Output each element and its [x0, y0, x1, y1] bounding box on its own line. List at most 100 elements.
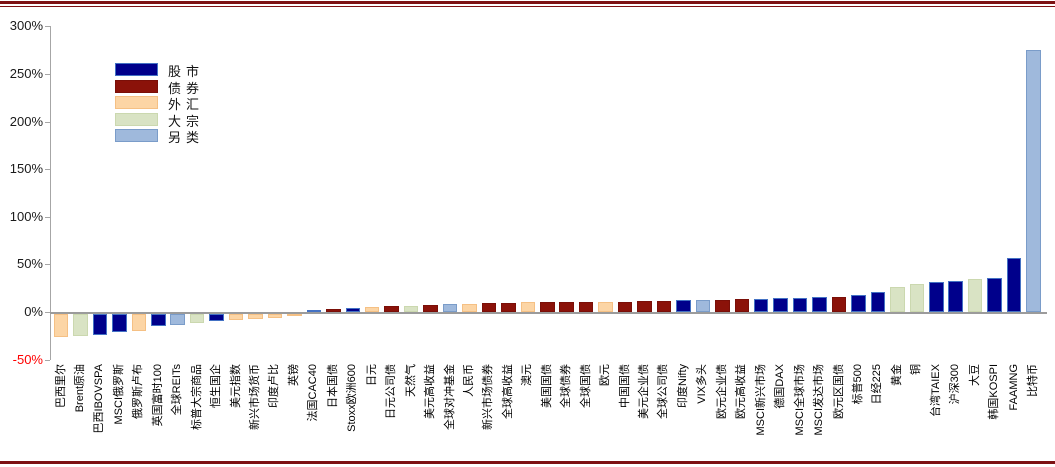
- legend-label: 股市: [168, 64, 205, 79]
- x-axis-label: MSCI全球市场: [793, 364, 806, 436]
- bar-equity: [812, 297, 827, 312]
- x-axis-label: 欧元: [599, 364, 612, 386]
- x-axis-label: 德国DAX: [774, 364, 787, 409]
- y-tick-label: 150%: [9, 161, 43, 177]
- bar-alternative: [695, 300, 711, 312]
- x-axis-label: 全球REITs: [171, 364, 184, 416]
- bar-fx: [287, 314, 302, 316]
- legend-swatch-bond: [115, 79, 158, 93]
- bar-fx: [462, 304, 477, 312]
- legend-item-fx: 外汇: [115, 96, 255, 113]
- x-axis-label: 全球公司债: [657, 364, 670, 419]
- x-axis-label: 美元高收益: [424, 364, 437, 419]
- x-axis-label: 全球债券: [560, 364, 573, 408]
- x-axis-label: FAAMNG: [1007, 364, 1020, 411]
- x-axis-label: 印度Nifty: [676, 364, 689, 408]
- y-tick-label: 50%: [16, 256, 43, 272]
- bar-fx: [131, 314, 147, 331]
- y-tick-label: 0%: [24, 304, 43, 319]
- bar-fx: [267, 314, 283, 318]
- bar-bond: [384, 306, 399, 312]
- bar-bond: [540, 302, 555, 312]
- x-axis-label: 印度卢比: [268, 364, 281, 408]
- x-axis-label: 巴西里尔: [54, 364, 67, 408]
- bar-bond: [656, 301, 672, 312]
- bar-commodity: [403, 306, 419, 312]
- x-axis-label: 人民币: [462, 364, 475, 397]
- legend-swatch-equity: [115, 63, 158, 76]
- x-axis-label: 英国富时100: [151, 364, 164, 427]
- bar-equity: [151, 314, 166, 326]
- x-axis-label: 日经225: [871, 364, 884, 405]
- y-tick-mark: [45, 264, 50, 266]
- bar-fx: [53, 314, 69, 337]
- x-axis-label: 沪深300: [949, 364, 962, 405]
- top-border-line: [0, 1, 1055, 4]
- x-axis-label: Stoxx欧洲600: [346, 364, 359, 432]
- bar-fx: [364, 307, 380, 312]
- y-tick-label: 200%: [9, 113, 43, 129]
- bar-alternative: [170, 314, 185, 325]
- bar-commodity: [909, 284, 925, 312]
- x-axis-label: 英镑: [287, 364, 300, 386]
- y-tick-mark: [45, 26, 50, 28]
- x-axis-label: 欧元企业债: [715, 364, 728, 419]
- y-tick-label: -50%: [12, 351, 43, 367]
- y-tick-mark: [45, 359, 50, 361]
- bar-bond: [559, 302, 574, 312]
- x-axis-label: MSCI俄罗斯: [112, 364, 125, 425]
- x-axis-label: 日元: [365, 364, 378, 386]
- x-axis-label: 标普500: [851, 364, 864, 405]
- legend-item-commodity: 大宗: [115, 112, 255, 130]
- x-axis-label: 美国国债: [540, 364, 553, 408]
- bar-bond: [578, 302, 594, 312]
- bar-equity: [209, 314, 224, 321]
- x-axis-label: 比特币: [1027, 364, 1039, 397]
- bar-bond: [637, 301, 652, 312]
- x-axis-label: 新兴市场债券: [482, 364, 495, 430]
- x-axis-label: 俄罗斯卢布: [132, 364, 145, 419]
- x-axis-label: 全球国债: [579, 364, 592, 408]
- bar-equity: [1006, 258, 1022, 312]
- bar-commodity: [967, 279, 983, 312]
- x-axis-label: 美元企业债: [638, 364, 650, 419]
- x-axis-label: MSCI发达市场: [813, 364, 826, 436]
- y-tick-mark: [45, 312, 50, 313]
- x-axis-label: 大豆: [968, 364, 981, 386]
- legend-item-alternative: 另类: [115, 129, 255, 146]
- bar-bond: [831, 297, 847, 312]
- bar-equity: [929, 282, 944, 312]
- bar-equity: [345, 308, 360, 312]
- bar-equity: [112, 314, 127, 332]
- bar-commodity: [890, 287, 905, 312]
- bar-fx: [248, 314, 263, 319]
- x-axis-label: 澳元: [521, 364, 534, 386]
- x-axis-label: 标普大宗商品: [190, 364, 203, 430]
- legend-label: 另类: [168, 130, 205, 145]
- x-axis-label: 中国国债: [618, 364, 631, 408]
- x-axis-label: 全球对冲基金: [443, 364, 456, 430]
- x-axis-label: Brent原油: [73, 364, 86, 413]
- x-axis-label: 新兴市场货币: [249, 364, 261, 430]
- y-tick-label: 250%: [9, 66, 43, 81]
- x-axis-label: 天然气: [404, 364, 417, 397]
- x-axis-label: MSCI新兴市场: [754, 364, 767, 436]
- bar-bond: [617, 302, 633, 312]
- x-axis-label: 日元公司债: [385, 364, 398, 419]
- x-axis-label: 法国CAC40: [307, 364, 320, 422]
- y-tick-mark: [45, 121, 50, 123]
- bar-alternative: [1026, 50, 1041, 312]
- y-tick-label: 100%: [9, 208, 43, 224]
- bar-alternative: [442, 304, 458, 312]
- y-tick-mark: [45, 74, 50, 75]
- bar-bond: [734, 299, 749, 312]
- bar-equity: [948, 281, 963, 312]
- x-axis-label: 美元指数: [229, 364, 242, 408]
- x-axis-label: 日本国债: [326, 364, 339, 408]
- x-axis-label: 恒生国企: [210, 364, 223, 408]
- bar-commodity: [73, 314, 88, 336]
- bar-fx: [598, 302, 613, 312]
- x-axis-label: VIX多头: [696, 364, 709, 404]
- bar-equity: [773, 298, 788, 312]
- legend-swatch-fx: [115, 96, 158, 109]
